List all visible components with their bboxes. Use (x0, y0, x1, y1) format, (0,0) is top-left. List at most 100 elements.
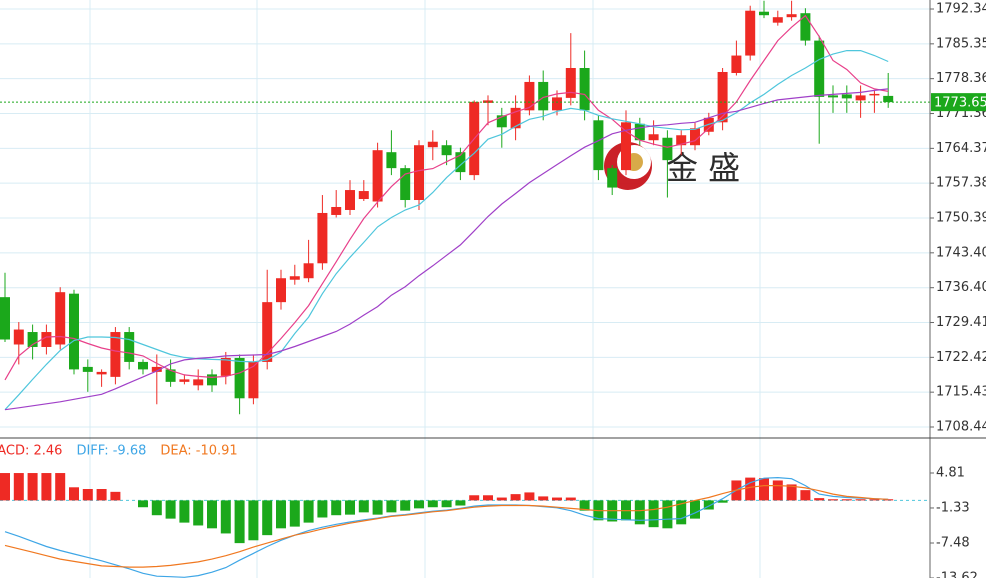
macd-bar (386, 500, 397, 513)
candle-body (400, 168, 411, 201)
macd-bar (828, 499, 838, 501)
macd-bar (165, 500, 176, 519)
candle-body (800, 13, 811, 41)
macd-bar (27, 473, 38, 501)
y-tick-label: -7.48 (936, 536, 970, 551)
macd-bar (55, 473, 66, 501)
candle-body (676, 135, 687, 146)
y-tick-label: 1743.40 (936, 245, 986, 260)
candle-body (717, 71, 728, 123)
candle-body (621, 122, 631, 171)
candle-body (772, 17, 783, 23)
y-tick-label: 1729.41 (936, 315, 986, 330)
macd-bar (262, 500, 273, 536)
macd-bar (690, 500, 700, 519)
candle-body (814, 40, 825, 97)
candle-body (0, 297, 10, 340)
macd-bar (483, 495, 493, 501)
candle-body (69, 293, 79, 370)
candle-body (593, 120, 604, 171)
macd-bar (0, 473, 10, 501)
candle-body (427, 141, 438, 148)
macd-bar (800, 490, 811, 501)
macd-bar (13, 473, 24, 501)
price-panel (0, 0, 930, 415)
candle-body (496, 115, 507, 128)
macd-bar (345, 500, 355, 515)
macd-bar (579, 500, 590, 511)
macd-bar (96, 489, 107, 501)
current-price-label: 1773.65 (934, 96, 986, 111)
grid (0, 0, 930, 578)
candle-body (745, 10, 756, 56)
axis: 1708.44 1715.43 1722.42 1729.41 1736.40 1743.… (930, 2, 986, 578)
candle-body (386, 152, 397, 169)
legend-label: DEA: -10.91 (160, 444, 237, 459)
candle-body (82, 366, 93, 372)
candle-body (731, 55, 742, 73)
candle-body (565, 68, 576, 98)
current-price-tag (931, 93, 986, 112)
macd-bar (207, 500, 217, 529)
candle-body (110, 332, 121, 377)
macd-bar (234, 500, 245, 544)
macd-bar (841, 499, 852, 501)
candle-body (165, 369, 176, 382)
macd-bar (110, 491, 121, 501)
macd-bar (745, 477, 756, 501)
macd-bar (552, 497, 562, 501)
candle-body (331, 206, 342, 215)
macd-panel (0, 473, 930, 578)
candle-body (358, 191, 369, 200)
y-tick-label: -13.62 (936, 571, 978, 578)
candle-body (303, 263, 314, 279)
candle-body (441, 145, 452, 156)
macd-bar (289, 500, 300, 527)
macd-bar (814, 498, 825, 501)
candle-body (455, 152, 466, 173)
candle-body (690, 128, 700, 146)
ma-line (4, 88, 889, 411)
macd-bar (317, 500, 328, 518)
candle-body (579, 68, 590, 111)
candle-body (510, 107, 521, 129)
macd-bar (41, 473, 52, 501)
candle-body (41, 332, 52, 347)
candle-body (828, 95, 838, 98)
candle-body (552, 97, 562, 111)
candle-body (96, 371, 107, 375)
y-tick-label: 1757.38 (936, 176, 986, 191)
macd-bar (869, 499, 880, 501)
candle-body (662, 137, 673, 161)
candle-body (13, 329, 24, 345)
macd-bar (634, 500, 645, 525)
macd-line (4, 485, 889, 568)
macd-bar (414, 500, 424, 509)
macd-bar (565, 497, 576, 501)
macd-bar (138, 500, 148, 508)
macd-bar (331, 500, 342, 516)
candle-body (538, 81, 549, 111)
y-tick-label: 1736.40 (936, 280, 986, 295)
macd-bar (303, 500, 314, 523)
candle-body (262, 302, 273, 362)
macd-bar (648, 500, 659, 528)
candle-body (414, 145, 424, 201)
macd-bar (855, 499, 866, 501)
macd-bar (676, 500, 687, 525)
macd-bar (883, 499, 894, 501)
macd-bar (703, 500, 714, 510)
candle-body (138, 361, 148, 370)
macd-bar (400, 500, 411, 511)
candle-body (786, 14, 797, 18)
candle-body (248, 361, 259, 399)
candle-body (372, 150, 383, 202)
candle-body (151, 366, 162, 372)
candle-body (234, 357, 245, 399)
macd-bar (151, 500, 162, 516)
macd-bar (469, 495, 480, 501)
macd-bar (193, 500, 204, 526)
